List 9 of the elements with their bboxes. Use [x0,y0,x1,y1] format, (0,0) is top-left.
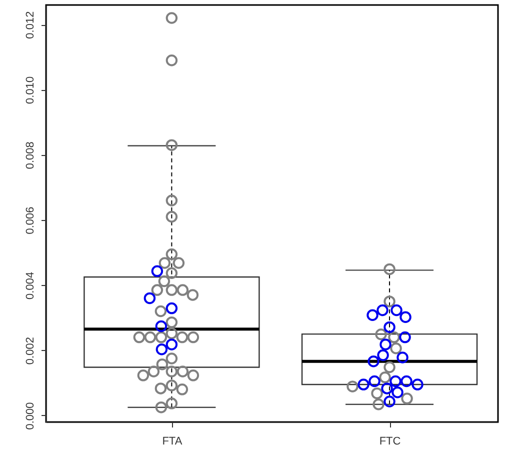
y-tick-label: 0.008 [24,142,36,170]
x-tick-label: FTC [379,436,401,448]
y-tick-label: 0.000 [24,402,36,430]
x-tick-label: FTA [162,436,183,448]
y-tick-label: 0.006 [24,206,36,234]
y-tick-label: 0.012 [24,11,36,39]
y-tick-label: 0.004 [24,272,36,300]
y-tick-label: 0.010 [24,76,36,104]
y-tick-label: 0.002 [24,337,36,365]
